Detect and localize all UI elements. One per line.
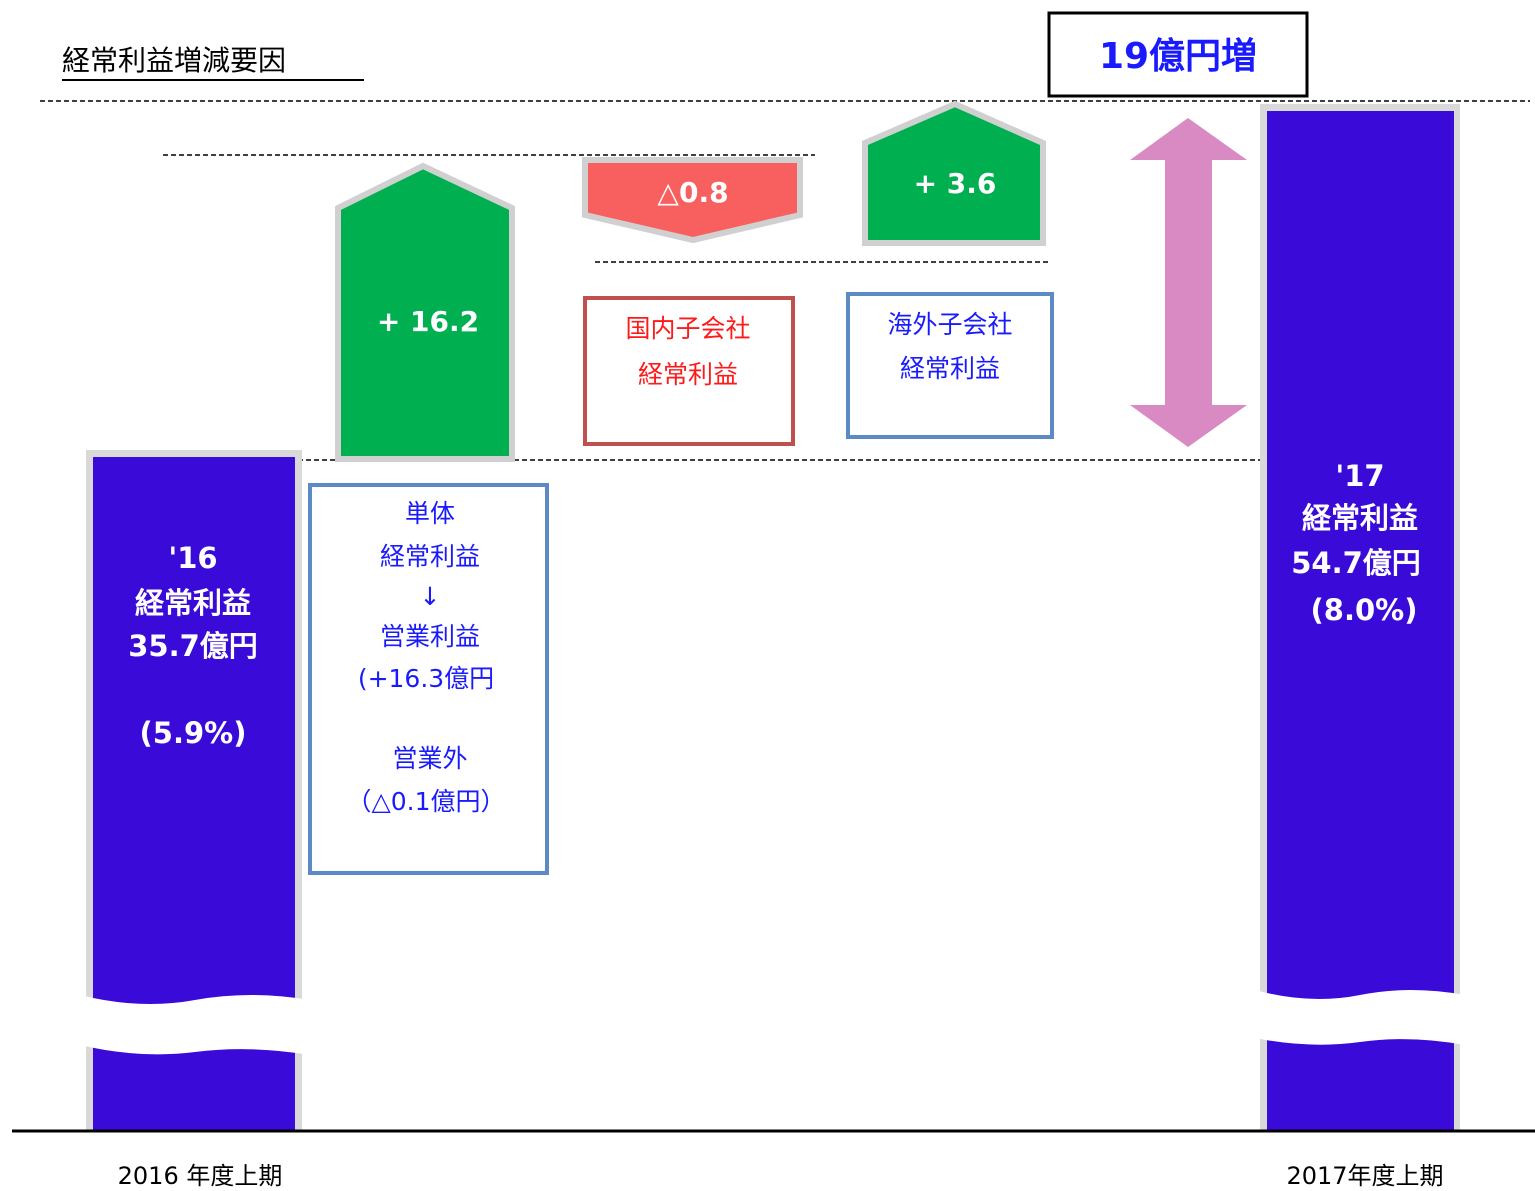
bar-label: 54.7億円	[1291, 546, 1421, 580]
note-box	[846, 292, 1054, 439]
bar-label: 経常利益	[1302, 501, 1418, 535]
decrease-arrow	[582, 157, 803, 244]
break-mark	[1255, 990, 1465, 1045]
bar-label: (5.9%)	[140, 716, 247, 750]
total-change: 19億円増	[1099, 36, 1257, 77]
note-line: 単体	[405, 499, 455, 528]
step-value: + 3.6	[914, 167, 997, 200]
note-line: （△0.1億円）	[347, 787, 506, 816]
bar-label: 35.7億円	[128, 629, 258, 663]
note-box	[583, 296, 795, 446]
note-box	[308, 483, 549, 875]
note-line: 海外子会社	[887, 310, 1012, 339]
bar-label: '16	[168, 541, 217, 575]
period-label: 2017年度上期	[1286, 1162, 1443, 1190]
bar-label: '17	[1335, 459, 1384, 493]
note-line: 経常利益	[638, 360, 738, 389]
step-value: △0.8	[657, 176, 728, 209]
note-line: 経常利益	[380, 542, 480, 571]
note-line: 国内子会社	[625, 314, 750, 343]
period-label: 2016 年度上期	[118, 1162, 283, 1190]
note-line: ↓	[420, 582, 441, 611]
end-bar	[1267, 111, 1454, 1130]
total-box	[1047, 11, 1309, 98]
note-line: 営業利益	[380, 622, 480, 651]
increase-arrow	[862, 100, 1046, 246]
increase-arrow	[335, 162, 515, 462]
note-line: (+16.3億円	[358, 664, 494, 693]
bar-label: (8.0%)	[1311, 593, 1418, 627]
step-value: + 16.2	[377, 305, 479, 338]
difference-arrow	[1130, 118, 1247, 447]
note-line: 経常利益	[900, 354, 1000, 383]
bar-label: 経常利益	[135, 586, 251, 620]
title: 経常利益増減要因	[62, 44, 286, 77]
break-mark	[80, 995, 310, 1055]
note-line: 営業外	[392, 744, 467, 773]
